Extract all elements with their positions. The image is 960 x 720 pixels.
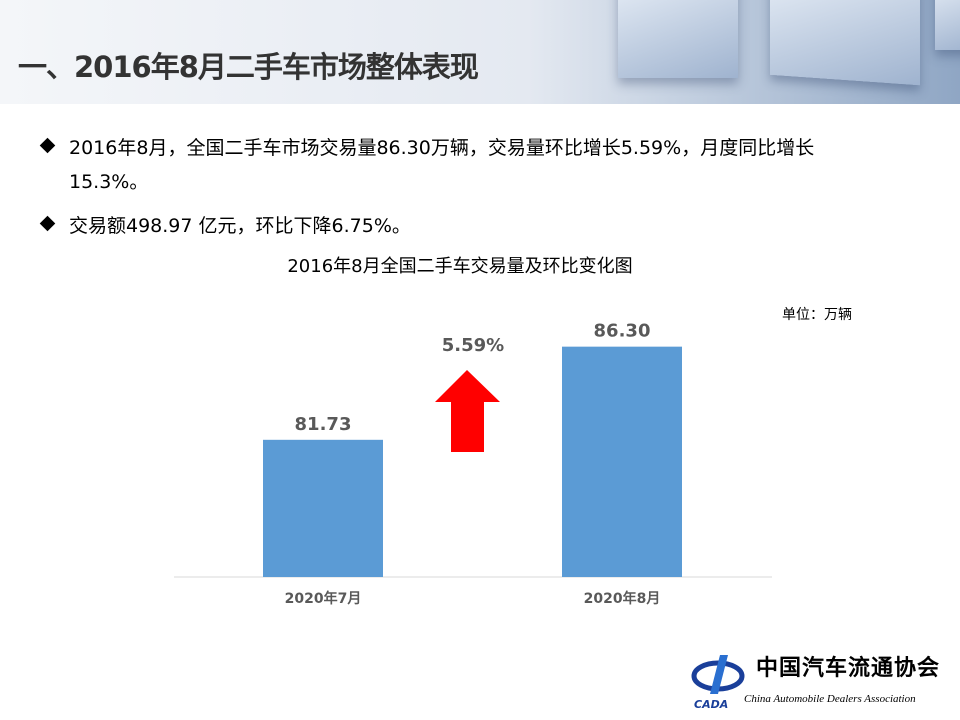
slide-header: 一、2016年8月二手车市场整体表现 <box>0 0 960 104</box>
decor-cube <box>618 0 738 78</box>
unit-label: 单位：万辆 <box>782 307 852 323</box>
up-arrow-icon <box>435 370 500 452</box>
change-annotation: 5.59% <box>442 335 504 356</box>
chart-title: 2016年8月全国二手车交易量及环比变化图 <box>287 256 633 277</box>
bullet-2: 交易额498.97 亿元，环比下降6.75%。 <box>39 209 411 243</box>
page-title: 一、2016年8月二手车市场整体表现 <box>18 50 479 84</box>
data-label: 81.73 <box>295 414 352 435</box>
bar <box>562 346 682 577</box>
bar <box>263 439 383 577</box>
decor-cube <box>935 0 960 50</box>
bullet-text: 15.3%。 <box>69 171 149 193</box>
logo-en: China Automobile Dealers Association <box>744 693 916 705</box>
bullet-text: 交易额498.97 亿元，环比下降6.75%。 <box>69 215 411 237</box>
logo-mark-icon <box>691 655 745 694</box>
x-tick-label: 2020年7月 <box>285 590 362 607</box>
cada-logo: CADA 中国汽车流通协会 China Automobile Dealers A… <box>690 652 960 718</box>
logo-cn: 中国汽车流通协会 <box>756 655 941 681</box>
bullet-text: 2016年8月，全国二手车市场交易量86.30万辆，交易量环比增长5.59%，月… <box>69 137 815 159</box>
data-label: 86.30 <box>594 321 651 342</box>
x-tick-label: 2020年8月 <box>584 590 661 607</box>
logo-abbr: CADA <box>694 698 729 711</box>
bullet-1: 2016年8月，全国二手车市场交易量86.30万辆，交易量环比增长5.59%，月… <box>39 131 815 199</box>
